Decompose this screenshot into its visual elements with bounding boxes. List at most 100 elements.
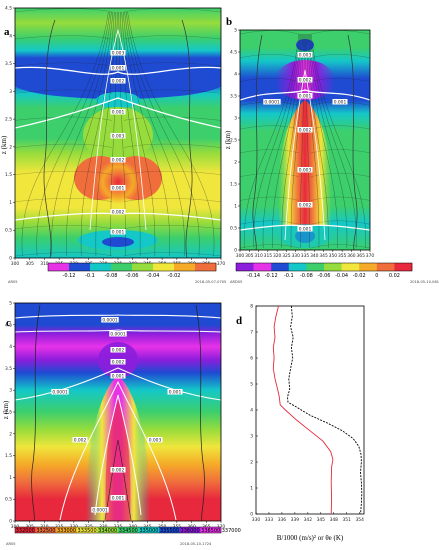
contour-label: 0.002: [112, 210, 125, 216]
contour-label: 0.001: [112, 230, 125, 236]
colorbar-tick-label: -0.1: [85, 273, 95, 279]
x-tick-label: 345: [319, 253, 328, 259]
panel-a-black-contour: [43, 19, 56, 258]
x-tick-label: 370: [366, 253, 375, 259]
colorbar-tick-label: 337000: [222, 528, 241, 534]
panel-a-contour-labels: 0.003 0.001 0.002 0.001 0.003 0.002 0.001 0.002…: [110, 50, 126, 236]
contour-label: 0.0001: [264, 100, 280, 106]
contour-label-box: [110, 347, 126, 353]
x-tick-label: 370: [217, 261, 226, 267]
contour-label-box: [51, 389, 69, 395]
x-tick-label: 348: [330, 517, 339, 523]
panel-c-black-contour: [195, 304, 205, 521]
colorbar-swatch: [97, 527, 119, 533]
panel-b-top-blue-cap: [296, 39, 314, 51]
streamline: [310, 54, 370, 58]
y-tick-label: 4: [9, 344, 12, 350]
contour-label-box: [297, 52, 313, 58]
streamline: [21, 11, 109, 257]
panel-a-white-contour: [89, 28, 147, 231]
contour-label-box: [297, 77, 313, 83]
colorbar-tick-label: -0.1: [284, 273, 294, 279]
colorbar-frame: [47, 262, 217, 272]
y-tick-label: 3.5: [5, 61, 12, 67]
colorbar-tick-label: 332500: [36, 528, 55, 534]
streamline: [310, 125, 370, 130]
colorbar-tick-label: 0.02: [389, 273, 400, 279]
x-tick-label: 325: [282, 253, 291, 259]
colorbar-swatch: [15, 527, 36, 533]
contour-label: 0.001: [112, 374, 125, 380]
colorbar-tick-label: 334500: [119, 528, 138, 534]
colorbar-tick-label: 333500: [78, 528, 97, 534]
x-tick-label: 340: [310, 253, 319, 259]
colorbar-tick-label: 335500: [160, 528, 179, 534]
panel-c-black-contour: [31, 304, 41, 521]
y-tick-label: 0: [9, 519, 12, 525]
contour-label: 0.002: [112, 158, 125, 164]
x-tick-label: 350: [329, 253, 338, 259]
y-tick-label: 2: [9, 144, 12, 150]
panel-b-black-contour: [347, 34, 358, 250]
y-tick-label: 6: [250, 356, 253, 362]
contour-label-box: [297, 202, 313, 208]
contour-label: 0.002: [299, 203, 312, 209]
panel-c-colorbar: 332000 332500 333000 333500 334000 334500 3350…: [14, 526, 241, 534]
panel-b-footer-right: 2018-05-10-0611: [410, 280, 439, 284]
panel-a-white-contour: [15, 97, 221, 129]
streamline: [310, 77, 370, 82]
colorbar-tick-label: -0.02: [168, 273, 181, 279]
y-tick-label: 4: [9, 33, 12, 39]
contour-label: 0.001: [299, 94, 312, 100]
streamline: [240, 173, 300, 177]
panel-a-ylabel: z (km): [0, 135, 8, 154]
colorbar-tick-label: 334000: [98, 528, 117, 534]
x-tick-label: 342: [304, 517, 313, 523]
contour-label: 0.001: [299, 227, 312, 233]
contour-label: 0.002: [112, 79, 125, 85]
streamline: [240, 30, 300, 35]
x-tick-label: 305: [245, 253, 254, 259]
panel-a-upper-neck: [96, 92, 140, 108]
x-tick-label: 333: [265, 517, 274, 523]
streamline: [290, 33, 304, 249]
y-tick-label: 3.5: [230, 94, 237, 100]
x-tick-label: 300: [236, 253, 245, 259]
x-tick-label: 354: [355, 517, 364, 523]
colorbar-swatch: [111, 263, 133, 271]
colorbar-swatch: [56, 527, 78, 533]
panel-d-x-ticks: 330 333 336 339 342 345 348 351 354: [252, 512, 364, 523]
panel-a-low-blue: [102, 237, 134, 247]
panel-c-y-ticks: 0 0.5 1 1.5 2 2.5 3 3.5 4 4.5 5: [5, 301, 15, 525]
contour-label-box: [297, 167, 313, 173]
contour-label: 0.003: [299, 168, 312, 174]
panel-c-white-contour: [15, 367, 221, 401]
panel-d-frame: [255, 305, 365, 515]
streamline: [240, 244, 300, 249]
panel-c-contour-labels: 0.0001 0.0001 0.002 0.0001 0.001 0.002 0.001 0.…: [51, 317, 183, 514]
panel-d-y-ticks: 0 1 2 3 4 5 6 7 8: [250, 304, 258, 518]
colorbar-swatch: [48, 263, 70, 271]
panel-a-footer-left: AR05: [8, 280, 18, 284]
panel-a-white-contour: [15, 66, 221, 75]
y-tick-label: 2: [250, 460, 253, 466]
y-tick-label: 5: [250, 382, 253, 388]
colorbar-swatch: [271, 263, 290, 271]
x-tick-label: 336: [278, 517, 287, 523]
colorbar-tick-label: 333000: [57, 528, 76, 534]
y-tick-label: 4.5: [5, 322, 12, 328]
colorbar-swatch: [76, 527, 98, 533]
panel-a: a z (km) 3003053103153203253303353403453…: [0, 6, 226, 285]
streamline: [309, 33, 357, 249]
y-tick-label: 0.5: [230, 226, 237, 232]
x-tick-label: 335: [301, 253, 310, 259]
x-tick-label: 320: [273, 253, 282, 259]
colorbar-swatch: [236, 263, 254, 271]
panel-b-x-ticks: 300 305 310 315 320 325 330 335 340 345 350 355 360 3…: [236, 250, 375, 259]
panel-c-footer-left: AR05: [6, 542, 16, 546]
y-tick-label: 3.5: [5, 366, 12, 372]
panel-d-label: d: [236, 315, 242, 327]
x-tick-label: 351: [343, 517, 352, 523]
contour-label-box: [110, 495, 126, 501]
panel-c: c z (km) 3003053103153203253303353403453…: [2, 301, 241, 547]
